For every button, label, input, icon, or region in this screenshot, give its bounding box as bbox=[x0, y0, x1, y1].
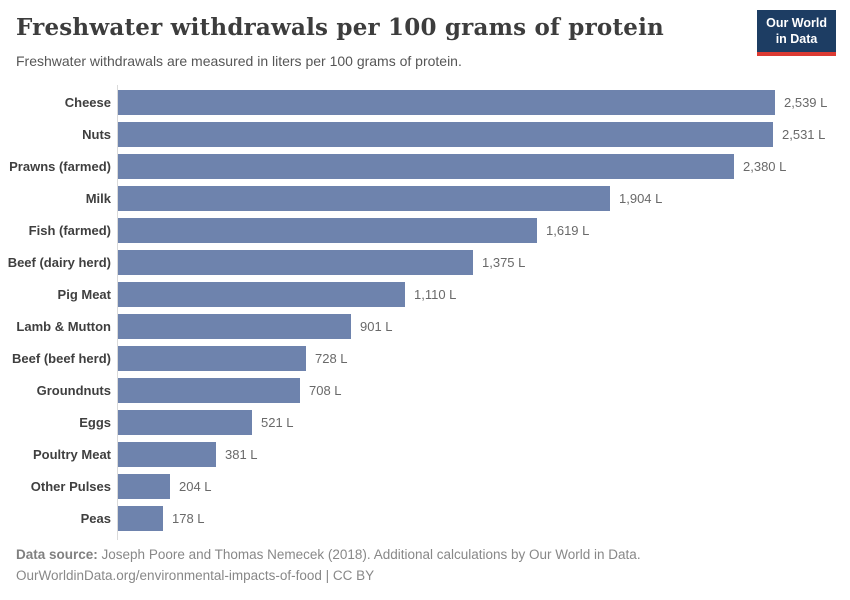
value-label: 178 L bbox=[172, 510, 205, 526]
value-label: 1,619 L bbox=[546, 222, 590, 238]
value-label: 381 L bbox=[225, 446, 258, 462]
owid-url-link[interactable]: OurWorldinData.org/environmental-impacts… bbox=[16, 567, 375, 583]
bar-track: 1,619 L bbox=[117, 217, 850, 243]
chart-title: Freshwater withdrawals per 100 grams of … bbox=[16, 14, 664, 41]
bar-row: Nuts 2,531 L bbox=[0, 118, 850, 150]
bar-row: Lamb & Mutton 901 L bbox=[0, 310, 850, 342]
bar-track: 381 L bbox=[117, 441, 850, 467]
bar bbox=[117, 217, 537, 243]
chart-subtitle: Freshwater withdrawals are measured in l… bbox=[16, 52, 462, 69]
value-label: 2,531 L bbox=[782, 126, 826, 142]
category-label: Lamb & Mutton bbox=[16, 318, 111, 334]
category-label: Nuts bbox=[82, 126, 111, 142]
bar-row: Eggs 521 L bbox=[0, 406, 850, 438]
value-label: 1,110 L bbox=[414, 286, 457, 302]
value-label: 728 L bbox=[315, 350, 348, 366]
category-label: Groundnuts bbox=[36, 382, 111, 398]
bar bbox=[117, 505, 163, 531]
bar bbox=[117, 473, 170, 499]
bar-track: 2,380 L bbox=[117, 153, 850, 179]
bar bbox=[117, 377, 300, 403]
category-label: Cheese bbox=[64, 94, 111, 110]
bar-track: 728 L bbox=[117, 345, 850, 371]
bar-row: Beef (dairy herd) 1,375 L bbox=[0, 246, 850, 278]
value-label: 521 L bbox=[261, 414, 294, 430]
data-source-text: Joseph Poore and Thomas Nemecek (2018). … bbox=[97, 547, 641, 562]
data-source-label: Data source: bbox=[16, 547, 98, 562]
owid-logo-line1: Our World bbox=[766, 16, 827, 30]
value-label: 204 L bbox=[179, 478, 212, 494]
bar-track: 1,904 L bbox=[117, 185, 850, 211]
owid-logo[interactable]: Our World in Data bbox=[757, 10, 836, 57]
bar bbox=[117, 313, 351, 339]
value-label: 1,904 L bbox=[619, 190, 663, 206]
category-label: Milk bbox=[85, 190, 111, 206]
value-label: 2,380 L bbox=[743, 158, 787, 174]
bar bbox=[117, 281, 405, 307]
category-label: Peas bbox=[80, 510, 111, 526]
chart-header: Freshwater withdrawals per 100 grams of … bbox=[0, 0, 850, 70]
bar bbox=[117, 441, 216, 467]
category-label: Poultry Meat bbox=[32, 446, 111, 462]
value-label: 1,375 L bbox=[482, 254, 526, 270]
bar-track: 204 L bbox=[117, 473, 850, 499]
bar-row: Milk 1,904 L bbox=[0, 182, 850, 214]
bar-chart: Cheese 2,539 L Nuts 2,531 L Prawns (farmed) 2… bbox=[0, 85, 850, 540]
bar bbox=[117, 153, 734, 179]
category-label: Other Pulses bbox=[30, 478, 111, 494]
bar bbox=[117, 121, 773, 147]
bar-rows: Cheese 2,539 L Nuts 2,531 L Prawns (farmed) 2… bbox=[0, 86, 850, 534]
bar bbox=[117, 89, 775, 115]
category-label: Beef (beef herd) bbox=[12, 350, 111, 366]
chart-footer: Data source: Joseph Poore and Thomas Nem… bbox=[16, 545, 834, 587]
bar-track: 178 L bbox=[117, 505, 850, 531]
bar-row: Other Pulses 204 L bbox=[0, 470, 850, 502]
bar-row: Poultry Meat 381 L bbox=[0, 438, 850, 470]
value-label: 708 L bbox=[309, 382, 342, 398]
bar-row: Peas 178 L bbox=[0, 502, 850, 534]
y-axis-line bbox=[117, 85, 118, 540]
value-label: 901 L bbox=[360, 318, 393, 334]
bar bbox=[117, 409, 252, 435]
bar-track: 2,539 L bbox=[117, 89, 850, 115]
bar-row: Prawns (farmed) 2,380 L bbox=[0, 150, 850, 182]
category-label: Eggs bbox=[79, 414, 111, 430]
category-label: Fish (farmed) bbox=[28, 222, 111, 238]
bar-row: Cheese 2,539 L bbox=[0, 86, 850, 118]
category-label: Beef (dairy herd) bbox=[7, 254, 111, 270]
bar-track: 1,375 L bbox=[117, 249, 850, 275]
data-source-line: Data source: Joseph Poore and Thomas Nem… bbox=[16, 545, 834, 566]
bar-track: 708 L bbox=[117, 377, 850, 403]
bar-row: Beef (beef herd) 728 L bbox=[0, 342, 850, 374]
bar bbox=[117, 345, 306, 371]
owid-logo-line2: in Data bbox=[775, 31, 818, 46]
bar bbox=[117, 185, 610, 211]
bar bbox=[117, 249, 473, 275]
bar-track: 901 L bbox=[117, 313, 850, 339]
category-label: Prawns (farmed) bbox=[9, 158, 111, 174]
bar-track: 521 L bbox=[117, 409, 850, 435]
category-label: Pig Meat bbox=[57, 286, 111, 302]
bar-track: 1,110 L bbox=[117, 281, 850, 307]
bar-row: Pig Meat 1,110 L bbox=[0, 278, 850, 310]
bar-track: 2,531 L bbox=[117, 121, 850, 147]
bar-row: Fish (farmed) 1,619 L bbox=[0, 214, 850, 246]
bar-row: Groundnuts 708 L bbox=[0, 374, 850, 406]
value-label: 2,539 L bbox=[784, 94, 828, 110]
